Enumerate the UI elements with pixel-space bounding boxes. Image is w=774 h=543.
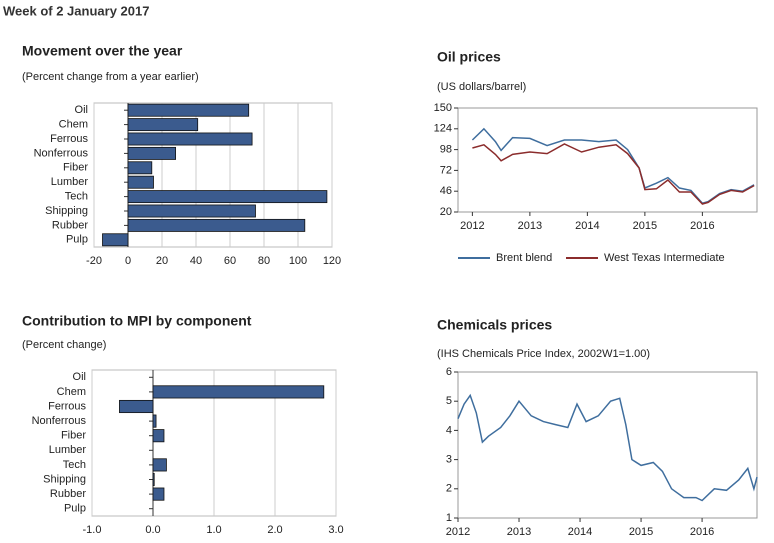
- bar: [127, 132, 253, 146]
- x-tick-label: 60: [224, 255, 236, 267]
- category-label: Pulp: [64, 503, 86, 515]
- x-tick-label: 40: [190, 255, 202, 267]
- chart-title: Contribution to MPI by component: [22, 313, 252, 329]
- bar: [127, 118, 199, 132]
- y-tick-label: 72: [440, 164, 452, 176]
- x-tick-label: 2015: [633, 220, 657, 232]
- y-tick-label: 5: [446, 395, 452, 407]
- category-label: Ferrous: [48, 400, 86, 412]
- bar: [119, 399, 154, 414]
- category-label: Tech: [63, 459, 86, 471]
- category-label: Oil: [73, 371, 86, 383]
- category-label: Shipping: [45, 205, 88, 217]
- y-tick-label: 124: [434, 123, 452, 135]
- x-tick-label: 3.0: [328, 524, 343, 536]
- category-label: Pulp: [66, 234, 88, 246]
- category-label: Lumber: [51, 176, 89, 188]
- chart-title: Chemicals prices: [437, 317, 552, 333]
- y-tick-label: 1: [446, 512, 452, 524]
- category-label: Rubber: [52, 219, 88, 231]
- x-tick-label: 2016: [690, 526, 714, 538]
- chart-subtitle: (US dollars/barrel): [437, 81, 526, 93]
- bar: [152, 429, 165, 443]
- bar: [127, 146, 176, 160]
- x-tick-label: -1.0: [83, 524, 102, 536]
- category-label: Tech: [65, 191, 88, 203]
- x-tick-label: 80: [258, 255, 270, 267]
- y-tick-label: 6: [446, 366, 452, 378]
- x-tick-label: 20: [156, 255, 168, 267]
- bar: [152, 414, 157, 428]
- chart-title: Oil prices: [437, 49, 501, 65]
- bar: [102, 233, 129, 247]
- x-tick-label: 2013: [507, 526, 531, 538]
- legend-label: Brent blend: [496, 252, 552, 264]
- y-tick-label: 98: [440, 144, 452, 156]
- x-tick-label: 2012: [460, 220, 484, 232]
- x-tick-label: 100: [289, 255, 307, 267]
- x-tick-label: 2014: [575, 220, 599, 232]
- bar: [127, 175, 154, 189]
- page-header: Week of 2 January 2017: [3, 3, 149, 18]
- series-line: [457, 393, 758, 502]
- chart-subtitle: (Percent change): [22, 339, 106, 351]
- bar: [152, 487, 165, 501]
- chart-subtitle: (IHS Chemicals Price Index, 2002W1=1.00): [437, 348, 650, 360]
- series-line: [472, 143, 755, 205]
- series-line: [471, 127, 755, 205]
- category-label: Rubber: [50, 488, 86, 500]
- x-tick-label: -20: [86, 255, 102, 267]
- category-label: Chem: [59, 119, 88, 131]
- y-tick-label: 46: [440, 185, 452, 197]
- chart-subtitle: (Percent change from a year earlier): [22, 71, 199, 83]
- plot-frame: [457, 107, 758, 213]
- y-tick-label: 2: [446, 483, 452, 495]
- x-tick-label: 120: [323, 255, 341, 267]
- category-label: Nonferrous: [32, 415, 87, 427]
- category-label: Shipping: [43, 473, 86, 485]
- chart-title: Movement over the year: [22, 43, 183, 59]
- bar: [127, 161, 153, 175]
- y-tick-label: 150: [434, 102, 452, 114]
- bar: [127, 190, 328, 204]
- bar: [127, 204, 256, 218]
- x-tick-label: 0.0: [145, 524, 160, 536]
- y-tick-label: 4: [446, 424, 452, 436]
- category-label: Ferrous: [50, 133, 88, 145]
- category-label: Fiber: [61, 430, 86, 442]
- x-tick-label: 0: [125, 255, 131, 267]
- y-tick-label: 3: [446, 454, 452, 466]
- x-tick-label: 1.0: [206, 524, 221, 536]
- x-tick-label: 2012: [446, 526, 470, 538]
- x-tick-label: 2016: [690, 220, 714, 232]
- y-tick-label: 20: [440, 206, 452, 218]
- plot-frame: [457, 371, 758, 519]
- bar: [152, 472, 155, 487]
- category-label: Oil: [75, 104, 88, 116]
- x-tick-label: 2014: [568, 526, 592, 538]
- category-label: Lumber: [49, 444, 87, 456]
- bar: [127, 103, 250, 117]
- bar: [127, 218, 306, 232]
- bar: [152, 385, 325, 399]
- category-label: Nonferrous: [34, 147, 89, 159]
- category-label: Fiber: [63, 162, 88, 174]
- legend-label: West Texas Intermediate: [604, 252, 725, 264]
- category-label: Chem: [57, 386, 86, 398]
- bar: [152, 458, 167, 472]
- x-tick-label: 2015: [629, 526, 653, 538]
- x-tick-label: 2.0: [267, 524, 282, 536]
- x-tick-label: 2013: [518, 220, 542, 232]
